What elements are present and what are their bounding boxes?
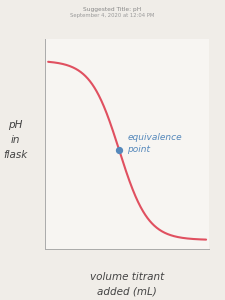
Text: pH
in
flask: pH in flask bbox=[3, 120, 27, 160]
Point bbox=[117, 148, 121, 153]
Text: equivalence
point: equivalence point bbox=[127, 133, 182, 154]
Text: volume titrant
added (mL): volume titrant added (mL) bbox=[90, 272, 164, 296]
Text: Suggested Title: pH: Suggested Title: pH bbox=[83, 8, 142, 13]
Text: September 4, 2020 at 12:04 PM: September 4, 2020 at 12:04 PM bbox=[70, 14, 155, 19]
